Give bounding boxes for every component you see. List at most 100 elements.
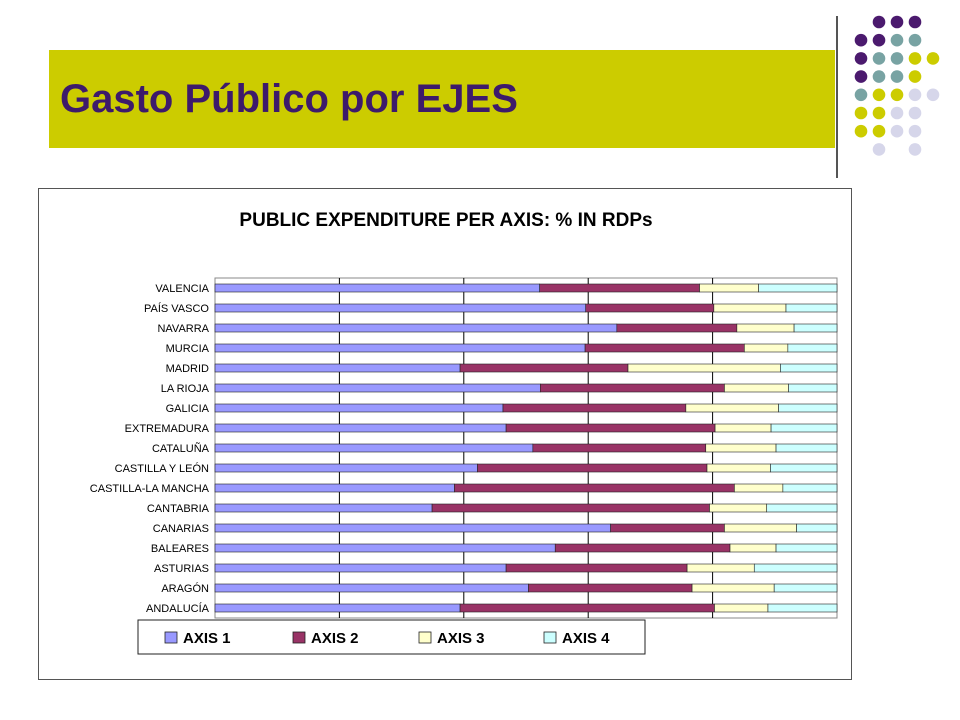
bar-segment — [709, 503, 768, 513]
bar-segment — [554, 543, 731, 553]
decor-dot — [854, 124, 868, 138]
bar-segment — [214, 523, 611, 533]
bar-segment — [616, 323, 738, 333]
chart-bars — [214, 283, 838, 613]
bar-segment — [540, 383, 725, 393]
decor-dot — [854, 88, 868, 102]
decor-dot — [872, 143, 886, 156]
bar-segment — [724, 383, 789, 393]
legend-swatch — [418, 631, 432, 644]
bar-segment — [699, 283, 759, 293]
title-band — [49, 50, 835, 148]
bar-segment — [214, 343, 586, 353]
category-label: NAVARRA — [157, 323, 209, 335]
bar-segment — [214, 583, 529, 593]
bar-segment — [459, 363, 629, 373]
bar-segment — [713, 303, 787, 313]
decor-dot — [872, 88, 886, 102]
bar-segment — [214, 383, 541, 393]
category-label: CATALUÑA — [152, 442, 210, 455]
bar-segment — [770, 423, 838, 433]
decor-dot — [872, 52, 886, 65]
bar-segment — [214, 483, 455, 493]
decor-dot — [926, 52, 940, 65]
bar-segment — [214, 463, 478, 473]
decor-dot — [872, 33, 886, 47]
bar-segment — [785, 303, 838, 313]
category-label: PAÍS VASCO — [144, 302, 209, 315]
bar-segment — [585, 303, 715, 313]
bar-segment — [778, 403, 838, 413]
bar-segment — [214, 303, 587, 313]
bar-segment — [686, 563, 755, 573]
bar-segment — [766, 503, 838, 513]
bar-chart: PUBLIC EXPENDITURE PER AXIS: % IN RDPs V… — [90, 210, 838, 655]
decor-dot — [872, 15, 886, 29]
decor-dot — [890, 106, 904, 120]
bar-segment — [214, 543, 556, 553]
legend-label: AXIS 2 — [311, 630, 359, 647]
bar-segment — [787, 343, 838, 353]
bar-segment — [780, 363, 838, 373]
category-label: CANTABRIA — [147, 503, 210, 515]
legend-label: AXIS 1 — [183, 630, 231, 647]
decor-dot — [872, 124, 886, 138]
decor-dot — [908, 88, 922, 102]
decor-dot — [908, 143, 922, 156]
bar-segment — [773, 583, 838, 593]
decor-dot — [890, 52, 904, 65]
category-label: BALEARES — [151, 543, 209, 555]
legend-box — [137, 619, 646, 655]
bar-segment — [705, 443, 777, 453]
decor-dot — [908, 70, 922, 83]
legend-swatch — [292, 631, 306, 644]
category-label: ANDALUCÍA — [146, 602, 210, 615]
bar-segment — [528, 583, 693, 593]
bar-segment — [454, 483, 735, 493]
bar-segment — [214, 563, 507, 573]
bar-segment — [214, 283, 540, 293]
legend-swatch — [543, 631, 557, 644]
bar-segment — [753, 563, 838, 573]
vertical-rule — [836, 16, 838, 178]
decor-dot — [854, 106, 868, 120]
decor-dot — [854, 52, 868, 65]
chart-frame: PUBLIC EXPENDITURE PER AXIS: % IN RDPs V… — [38, 188, 852, 680]
decor-dot — [908, 15, 922, 29]
bar-segment — [214, 423, 507, 433]
bar-segment — [782, 483, 838, 493]
category-label: VALENCIA — [155, 283, 209, 295]
bar-segment — [758, 283, 838, 293]
bar-segment — [505, 423, 716, 433]
bar-segment — [532, 443, 707, 453]
bar-segment — [214, 603, 461, 613]
bar-segment — [214, 503, 433, 513]
category-label: EXTREMADURA — [125, 423, 210, 435]
decor-dot — [872, 70, 886, 83]
bar-segment — [734, 483, 784, 493]
slide-title: Gasto Público por EJES — [60, 77, 518, 121]
chart-legend: AXIS 1 AXIS 2 AXIS 3 AXIS 4 — [137, 619, 646, 655]
bar-segment — [627, 363, 781, 373]
decor-dot — [908, 52, 922, 65]
category-label: CASTILLA-LA MANCHA — [90, 483, 210, 495]
bar-segment — [775, 543, 838, 553]
bar-segment — [793, 323, 838, 333]
decor-dot — [908, 124, 922, 138]
bar-segment — [796, 523, 838, 533]
decor-dot — [890, 33, 904, 47]
bar-segment — [744, 343, 789, 353]
legend-swatch — [164, 631, 178, 644]
decor-dot — [890, 88, 904, 102]
category-label: MADRID — [166, 363, 209, 375]
category-label: ARAGÓN — [161, 582, 209, 595]
category-label: MURCIA — [166, 343, 210, 355]
bar-segment — [770, 463, 838, 473]
bar-segment — [459, 603, 715, 613]
bar-segment — [788, 383, 838, 393]
bar-segment — [214, 363, 461, 373]
bar-segment — [431, 503, 710, 513]
category-label: ASTURIAS — [154, 563, 209, 575]
decor-dot — [890, 70, 904, 83]
bar-segment — [539, 283, 700, 293]
